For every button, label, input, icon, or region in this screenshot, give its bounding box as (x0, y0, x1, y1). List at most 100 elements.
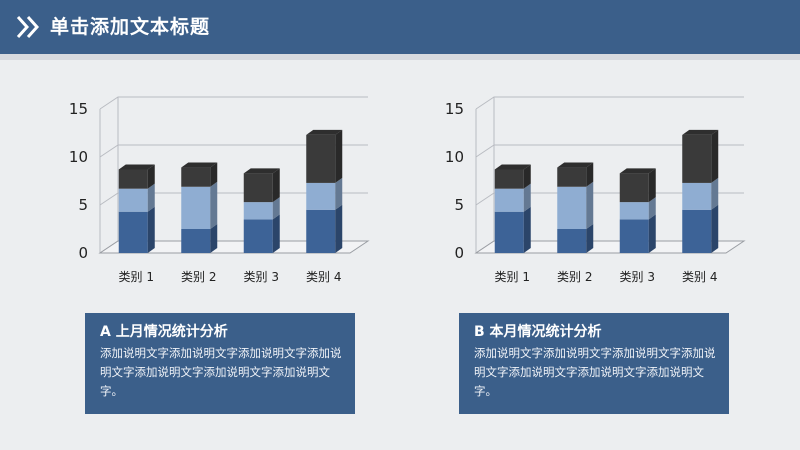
bar-top (494, 164, 531, 170)
x-category-label: 类别 2 (181, 270, 216, 284)
x-category-label: 类别 1 (119, 270, 154, 284)
bar-segment (306, 177, 343, 210)
bar-side (210, 162, 218, 187)
bar-side (711, 204, 719, 253)
bar-segment (243, 214, 280, 253)
bar-segment (557, 181, 594, 229)
bar-face (306, 134, 336, 183)
bar-face (557, 229, 587, 253)
bar-face (619, 219, 649, 253)
bar-face (682, 134, 712, 183)
x-category-label: 类别 2 (557, 270, 592, 284)
bar-side (523, 183, 531, 212)
bar-face (619, 202, 649, 220)
y-tick-label: 15 (445, 100, 464, 118)
bar-side (711, 129, 719, 183)
bar-top (181, 162, 218, 168)
y-tick-label: 0 (454, 244, 464, 262)
bar-face (494, 169, 524, 189)
bar-segment (619, 168, 656, 203)
chart-left: 0 5 10 15 类别 1 类别 2 类别 3 类别 4 (42, 88, 402, 293)
bar-face (619, 173, 649, 203)
gridline (475, 96, 744, 110)
bar-segment (682, 177, 719, 210)
gridline (99, 96, 368, 110)
chart-grid: 0 5 10 15 (69, 96, 370, 262)
bar-top (682, 129, 719, 135)
bar-face (181, 167, 211, 187)
summary-card-this-month: B 本月情况统计分析 添加说明文字添加说明文字添加说明文字添加说明文字添加说明文… (459, 313, 729, 414)
bar-side (272, 168, 280, 203)
bar-segment (181, 181, 218, 229)
bar-face (682, 182, 712, 210)
bar-face (118, 169, 148, 189)
y-tick-label: 5 (78, 196, 88, 214)
bar-segment (557, 162, 594, 187)
title-bar: 单击添加文本标题 (0, 0, 800, 54)
bar-segment (557, 224, 594, 253)
x-category-label: 类别 4 (306, 270, 341, 284)
bar-face (306, 182, 336, 210)
bar-top (557, 162, 594, 168)
x-category-label: 类别 4 (682, 270, 717, 284)
bar-side (586, 162, 594, 187)
card-title: B 本月情况统计分析 (474, 324, 602, 340)
bar-segment (118, 206, 155, 253)
chart-right-svg: 0 5 10 15 类别 1 类别 2 类别 3 类别 4 (445, 96, 746, 284)
bar-side (147, 206, 155, 253)
bar-side (648, 168, 656, 203)
bar-segment (118, 183, 155, 212)
bar-face (181, 229, 211, 253)
bar-face (557, 186, 587, 229)
x-category-label: 类别 3 (244, 270, 279, 284)
y-tick-label: 15 (69, 100, 88, 118)
bar-segment (494, 206, 531, 253)
bar-side (586, 224, 594, 253)
bar-side (210, 181, 218, 229)
bar-segment (682, 204, 719, 253)
bar-side (711, 177, 719, 210)
bar-side (272, 197, 280, 220)
bar-face (243, 173, 273, 203)
bar-face (181, 186, 211, 229)
bar-segment (118, 164, 155, 189)
bar-segment (494, 183, 531, 212)
bar-side (147, 164, 155, 189)
bar-side (272, 214, 280, 253)
bar-face (118, 188, 148, 212)
bar-side (210, 224, 218, 253)
bar-segment (181, 162, 218, 187)
bar-side (335, 129, 343, 183)
bar-segment (619, 197, 656, 220)
card-body: 添加说明文字添加说明文字添加说明文字添加说明文字添加说明文字添加说明文字添加说明… (100, 346, 342, 398)
bar-side (335, 204, 343, 253)
bar-segment (243, 197, 280, 220)
y-tick-label: 0 (78, 244, 88, 262)
bar-top (306, 129, 343, 135)
bar-face (682, 209, 712, 253)
x-category-label: 类别 1 (495, 270, 530, 284)
bar-segment (306, 204, 343, 253)
bar-face (243, 219, 273, 253)
bar-side (147, 183, 155, 212)
y-tick-label: 10 (69, 148, 88, 166)
double-chevron-icon (16, 15, 40, 39)
bar-face (118, 211, 148, 253)
bar-side (586, 181, 594, 229)
bar-face (494, 188, 524, 212)
bar-face (494, 211, 524, 253)
bar-face (557, 167, 587, 187)
bar-segment (494, 164, 531, 189)
card-body: 添加说明文字添加说明文字添加说明文字添加说明文字添加说明文字添加说明文字添加说明… (474, 346, 716, 398)
bar-side (648, 214, 656, 253)
bar-face (306, 209, 336, 253)
bar-segment (306, 129, 343, 183)
bar-segment (682, 129, 719, 183)
bar-face (243, 202, 273, 220)
y-tick-label: 10 (445, 148, 464, 166)
card-title: A 上月情况统计分析 (100, 324, 228, 340)
bar-top (619, 168, 656, 174)
summary-card-last-month: A 上月情况统计分析 添加说明文字添加说明文字添加说明文字添加说明文字添加说明文… (85, 313, 355, 414)
bar-top (118, 164, 155, 170)
chart-right: 0 5 10 15 类别 1 类别 2 类别 3 类别 4 (418, 88, 778, 293)
